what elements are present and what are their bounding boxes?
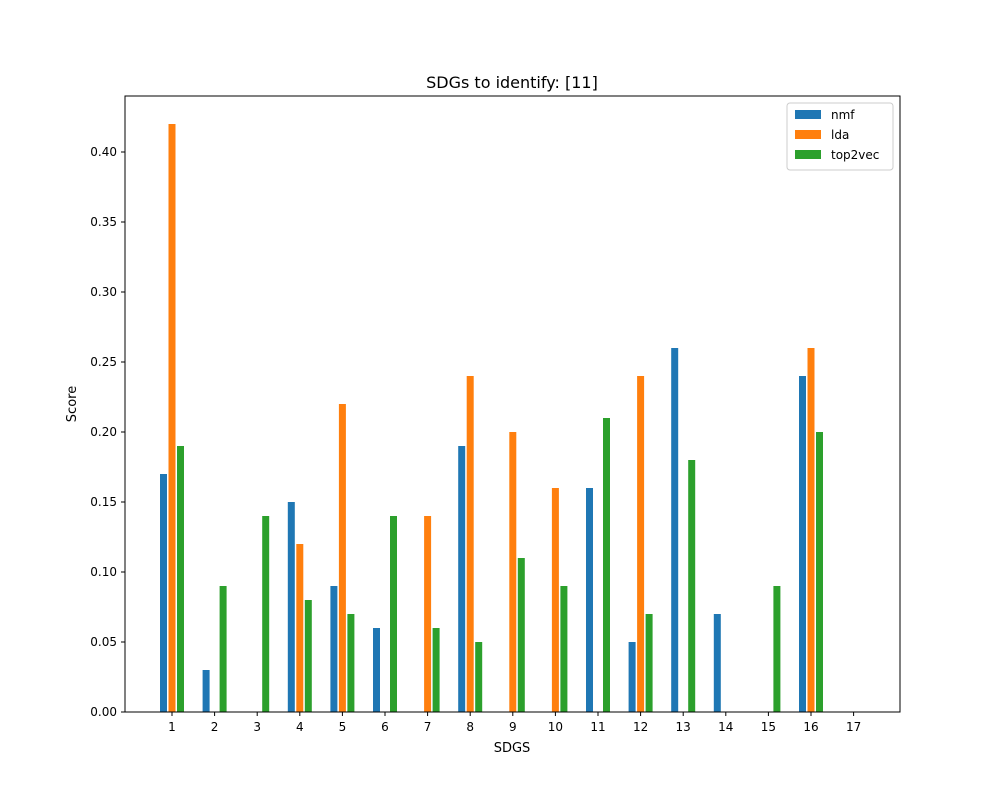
x-tick-label: 17 [846, 720, 861, 734]
bar-nmf-8 [458, 446, 466, 712]
x-tick-label: 13 [676, 720, 691, 734]
bar-lda-7 [424, 516, 432, 712]
bar-lda-10 [551, 488, 559, 712]
y-axis-ticks: 0.00 0.05 0.10 0.15 0.20 0.25 0.30 0.35 0.40 [90, 145, 125, 719]
x-axis-label: SDGS [494, 741, 531, 756]
y-tick-label: 0.15 [90, 495, 117, 509]
bar-top2vec-2 [219, 586, 227, 712]
y-tick-label: 0.25 [90, 355, 117, 369]
legend-label-top2vec: top2vec [831, 148, 879, 162]
bar-top2vec-1 [177, 446, 184, 712]
legend-swatch-lda [795, 130, 821, 139]
x-tick-label: 6 [381, 720, 389, 734]
bar-nmf-5 [330, 586, 338, 712]
bar-top2vec-5 [347, 614, 355, 712]
x-tick-label: 7 [424, 720, 432, 734]
bar-lda-9 [509, 432, 517, 712]
y-axis-label: Score [65, 386, 80, 422]
x-tick-label: 15 [761, 720, 776, 734]
y-tick-label: 0.05 [90, 635, 117, 649]
bar-nmf-6 [373, 628, 380, 712]
x-tick-label: 12 [633, 720, 648, 734]
bar-nmf-12 [628, 642, 636, 712]
plot-frame [124, 95, 901, 713]
x-tick-label: 2 [211, 720, 219, 734]
bar-nmf-11 [586, 488, 593, 712]
bar-lda-5 [338, 404, 346, 712]
bar-top2vec-12 [645, 614, 653, 712]
bar-lda-4 [296, 544, 304, 712]
chart-title: SDGs to identify: [11] [426, 73, 598, 92]
bar-top2vec-8 [475, 642, 483, 712]
bar-top2vec-4 [304, 600, 312, 712]
bar-nmf-13 [671, 348, 679, 712]
x-tick-label: 4 [296, 720, 304, 734]
y-tick-label: 0.35 [90, 215, 117, 229]
bar-nmf-16 [799, 376, 806, 712]
bar-top2vec-10 [560, 586, 568, 712]
bar-top2vec-9 [517, 558, 525, 712]
y-tick-label: 0.00 [90, 705, 117, 719]
y-tick-label: 0.10 [90, 565, 117, 579]
legend-swatch-top2vec [795, 150, 821, 159]
legend-label-nmf: nmf [831, 108, 855, 122]
x-tick-label: 5 [339, 720, 347, 734]
y-tick-label: 0.20 [90, 425, 117, 439]
bar-lda-1 [168, 124, 176, 712]
x-tick-label: 1 [168, 720, 176, 734]
bar-lda-12 [637, 376, 645, 712]
y-tick-label: 0.30 [90, 285, 117, 299]
legend-swatch-nmf [795, 110, 821, 119]
x-tick-label: 9 [509, 720, 517, 734]
x-tick-label: 10 [548, 720, 563, 734]
bar-top2vec-6 [390, 516, 397, 712]
bar-top2vec-7 [432, 628, 440, 712]
x-tick-label: 3 [253, 720, 261, 734]
bar-top2vec-3 [262, 516, 270, 712]
bar-lda-16 [807, 348, 815, 712]
bar-nmf-2 [202, 670, 210, 712]
legend-label-lda: lda [831, 128, 849, 142]
bar-nmf-1 [160, 474, 167, 712]
x-tick-label: 8 [466, 720, 474, 734]
bar-top2vec-11 [603, 418, 610, 712]
bar-nmf-14 [713, 614, 721, 712]
y-tick-label: 0.40 [90, 145, 117, 159]
x-tick-label: 16 [803, 720, 818, 734]
x-axis-ticks: 1 2 3 4 5 6 7 8 9 10 11 12 13 14 15 16 17 [168, 712, 861, 734]
x-tick-label: 14 [718, 720, 733, 734]
x-tick-label: 11 [590, 720, 605, 734]
bar-lda-8 [466, 376, 474, 712]
bar-top2vec-13 [688, 460, 696, 712]
bar-top2vec-16 [816, 432, 823, 712]
bars-layer [160, 124, 823, 712]
bar-nmf-4 [287, 502, 295, 712]
legend: nmf lda top2vec [786, 102, 894, 171]
bar-top2vec-15 [773, 586, 781, 712]
